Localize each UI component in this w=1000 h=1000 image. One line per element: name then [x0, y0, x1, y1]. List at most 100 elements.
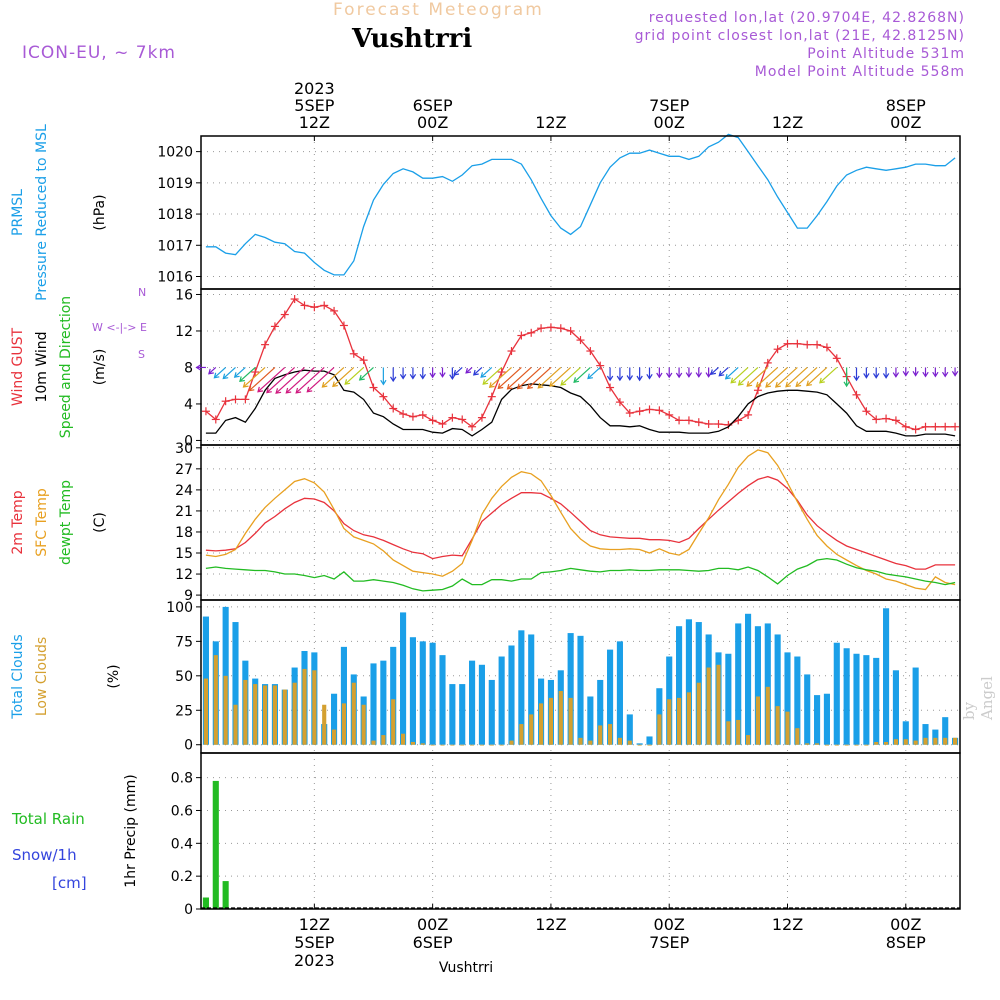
wind-arrow-head	[239, 376, 245, 383]
gust-marker	[744, 410, 753, 419]
gust-marker	[556, 324, 565, 333]
bar-low-clouds	[746, 735, 751, 745]
bar-total-clouds	[745, 613, 752, 745]
bar-total-clouds	[478, 664, 485, 745]
wind-arrow	[646, 367, 653, 380]
y-tick-label: 30	[175, 441, 193, 457]
wind-arrow	[843, 367, 850, 388]
y-label-pressure: Pressure Reduced to MSL	[34, 124, 50, 301]
wind-arrow	[795, 367, 818, 388]
bar-total-clouds	[794, 656, 801, 745]
bar-low-clouds	[539, 703, 544, 745]
gust-marker	[566, 326, 575, 335]
bar-low-clouds	[253, 684, 258, 745]
wind-arrow-head	[399, 373, 407, 380]
y-tick-label: 4	[184, 397, 193, 413]
wind-arrow	[526, 367, 552, 390]
grid-point-coords: grid point closest lon,lat (21E, 42.8125…	[634, 28, 965, 44]
precip-label-cm: [cm]	[52, 874, 87, 892]
y-tick-label: 12	[175, 324, 193, 340]
bar-total-clouds	[754, 626, 761, 745]
unit-label-temperature: (C)	[92, 512, 108, 533]
bar-low-clouds	[499, 744, 504, 746]
bar-total-clouds	[942, 717, 949, 745]
y-tick-label: 16	[175, 287, 193, 303]
wind-arrow-head	[819, 377, 825, 384]
bar-low-clouds	[341, 703, 346, 745]
bar-low-clouds	[775, 706, 780, 745]
y-tick-label: 1020	[157, 145, 193, 161]
wind-arrow-shaft	[497, 367, 522, 389]
bar-low-clouds	[322, 704, 327, 745]
wind-arrow	[765, 367, 788, 388]
gust-marker	[468, 422, 477, 431]
gust-marker	[655, 406, 664, 415]
y-tick-label: 1019	[157, 176, 193, 192]
wind-arrow-head	[863, 373, 870, 379]
bar-total-clouds	[685, 619, 692, 745]
wind-arrow-head	[429, 372, 436, 379]
bar-total-clouds	[508, 645, 515, 745]
wind-arrow-head	[389, 376, 397, 383]
gust-marker	[211, 415, 220, 424]
gust-marker	[586, 347, 595, 356]
bar-total-clouds	[863, 655, 870, 745]
wind-arrow-head	[488, 382, 495, 388]
wind-arrow	[488, 367, 512, 388]
wind-arrow	[248, 367, 276, 392]
gust-marker	[901, 422, 910, 431]
bar-low-clouds	[677, 697, 682, 745]
wind-arrow	[242, 367, 266, 388]
wind-arrow	[882, 367, 890, 379]
wind-arrow-shaft	[785, 367, 808, 388]
bar-low-clouds	[943, 737, 948, 745]
gust-marker	[822, 343, 831, 352]
wind-arrow-head	[806, 380, 812, 387]
wind-arrow	[266, 367, 296, 394]
bar-low-clouds	[637, 744, 642, 746]
wind-arrow-head	[419, 373, 427, 380]
bar-low-clouds	[874, 741, 879, 745]
bar-low-clouds	[243, 679, 248, 745]
wind-arrow-head	[718, 370, 725, 377]
bar-total-clouds	[459, 684, 466, 745]
wind-arrow-head	[549, 381, 556, 387]
time-label-bottom: 12Z	[535, 915, 566, 934]
bar-low-clouds	[470, 744, 475, 746]
forecast-title: Forecast Meteogram	[333, 0, 544, 20]
bar-total-clouds	[902, 721, 909, 745]
unit-label-wind: (m/s)	[92, 349, 108, 386]
time-label-top: 7SEP	[649, 96, 689, 115]
gust-marker	[517, 331, 526, 340]
wind-arrow	[912, 367, 919, 377]
wind-arrow	[439, 367, 446, 378]
y-tick-label: 1016	[157, 270, 193, 286]
bar-low-clouds	[864, 744, 869, 746]
bar-total-clouds	[883, 608, 890, 745]
series-line-2m-temp	[205, 475, 956, 570]
bar-low-clouds	[529, 714, 534, 745]
gust-marker	[921, 422, 930, 431]
gust-marker	[507, 347, 516, 356]
wind-arrow	[737, 367, 759, 386]
gust-marker	[832, 354, 841, 363]
wind-arrow	[465, 367, 473, 374]
bar-total-rain	[212, 780, 219, 909]
bar-low-clouds	[834, 744, 839, 746]
wind-arrow-head	[882, 373, 890, 379]
gust-marker	[320, 301, 329, 310]
bar-low-clouds	[519, 724, 524, 745]
bar-low-clouds	[450, 744, 455, 746]
gust-marker	[527, 328, 536, 337]
bar-total-clouds	[764, 623, 771, 745]
wind-arrow-shaft	[359, 367, 374, 381]
gust-marker	[270, 322, 279, 331]
bar-total-clouds	[607, 649, 614, 745]
wind-arrow	[705, 367, 712, 378]
wind-arrow-head	[573, 377, 580, 383]
wind-arrow	[506, 367, 532, 390]
wind-arrow-shaft	[453, 367, 463, 376]
wind-arrow-head	[675, 372, 683, 379]
wind-arrow	[389, 367, 397, 383]
gust-marker	[408, 412, 417, 421]
